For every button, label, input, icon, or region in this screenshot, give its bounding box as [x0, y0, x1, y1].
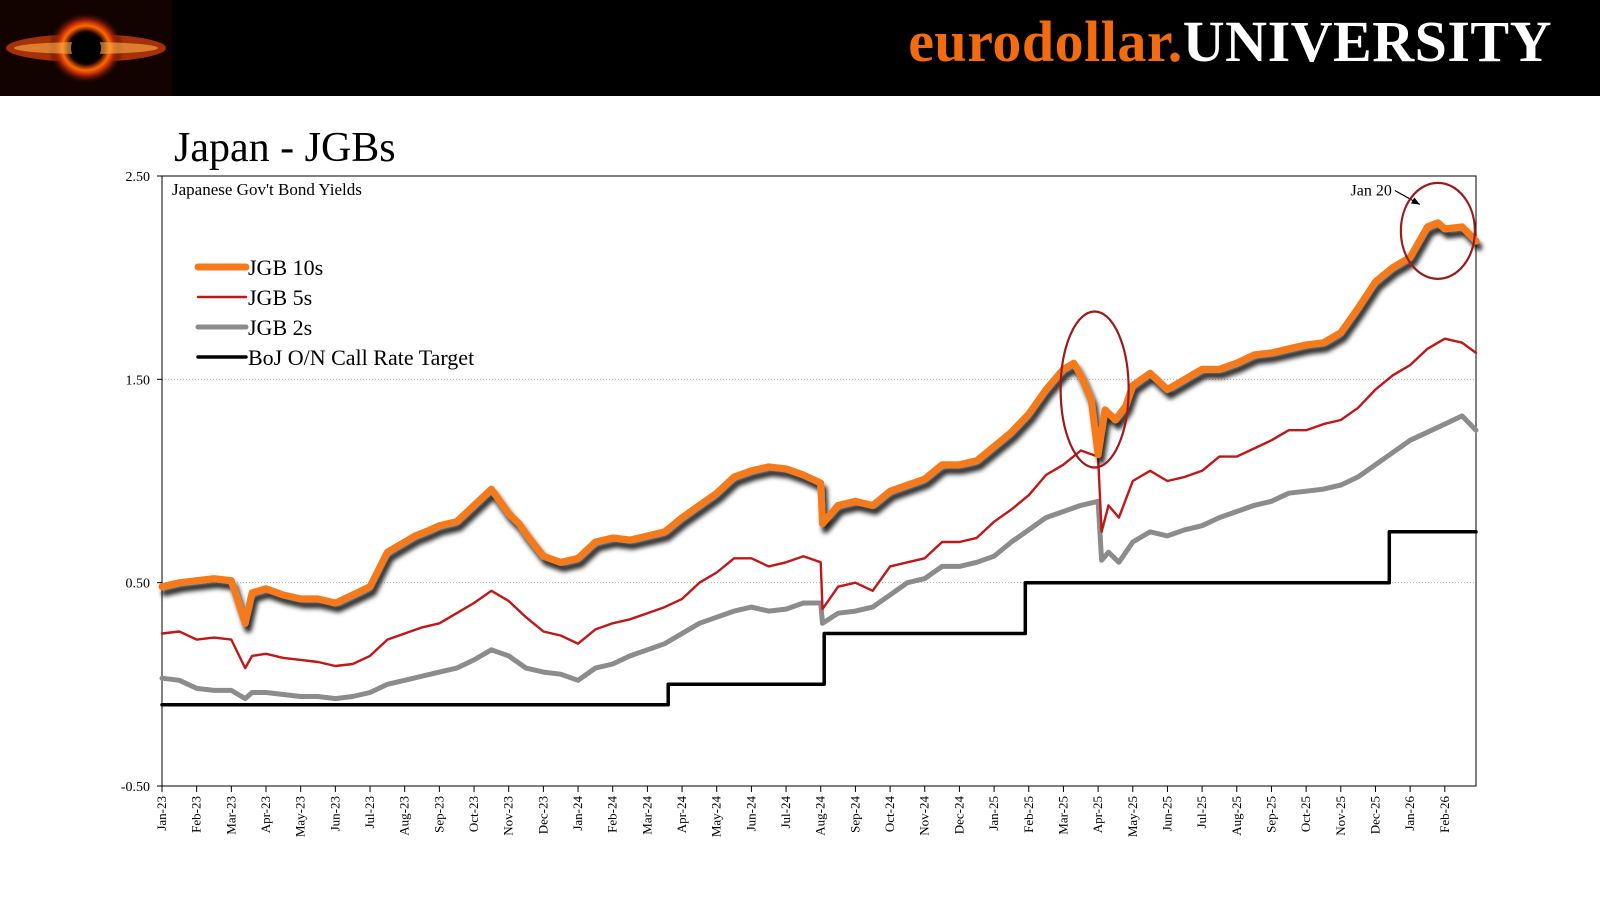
x-tick-label: Jul-23: [362, 796, 377, 829]
x-tick-label: Apr-23: [258, 796, 273, 833]
x-tick-label: Feb-25: [1021, 796, 1036, 833]
x-tick-label: Jan-26: [1402, 796, 1417, 831]
x-tick-label: Nov-25: [1333, 796, 1348, 836]
annotation-label: Jan 20: [1351, 183, 1392, 200]
plot-area-frame: [161, 175, 1477, 787]
legend-label: JGB 10s: [248, 255, 323, 280]
x-tick-label: Oct-25: [1298, 796, 1313, 832]
chart-title: Japanese Gov't Bond Yields: [172, 180, 362, 199]
x-tick-label: Jul-24: [778, 796, 793, 829]
brand-title: eurodollar.UNIVERSITY: [908, 8, 1552, 75]
header-bar: eurodollar.UNIVERSITY: [0, 0, 1600, 96]
x-tick-label: Sep-24: [847, 796, 862, 833]
black-hole-logo-icon: [0, 0, 172, 96]
x-tick-label: Dec-24: [951, 796, 966, 835]
y-tick-label: -0.50: [121, 780, 150, 795]
x-tick-label: Jan-25: [986, 796, 1001, 831]
annotation-ellipse: [1059, 310, 1130, 469]
legend-label: JGB 2s: [248, 315, 312, 340]
x-tick-label: Apr-25: [1090, 796, 1105, 833]
x-tick-label: Jun-24: [743, 796, 758, 832]
x-tick-label: Mar-23: [223, 796, 238, 835]
series-line-jgb-2s: [159, 413, 1479, 702]
x-tick-label: Feb-26: [1437, 796, 1452, 833]
annotation-arrowhead: [1410, 197, 1420, 205]
x-tick-label: Dec-23: [535, 796, 550, 834]
x-tick-label: Jun-23: [327, 796, 342, 831]
series-line-jgb-5s: [160, 337, 1478, 670]
slide-title: Japan - JGBs: [174, 125, 396, 171]
x-tick-label: Oct-24: [882, 796, 897, 833]
x-tick-label: Feb-23: [189, 796, 204, 833]
x-tick-label: Sep-23: [431, 796, 446, 833]
y-tick-label: 2.50: [126, 170, 151, 185]
x-tick-label: Jan-23: [154, 796, 169, 831]
x-tick-label: Jan-24: [570, 796, 585, 831]
x-tick-label: Aug-23: [397, 796, 412, 836]
x-tick-label: Apr-24: [674, 796, 689, 834]
x-tick-label: Dec-25: [1367, 796, 1382, 834]
x-tick-label: May-24: [709, 796, 724, 838]
series-line-boj-o-n-call-rate-target: [160, 530, 1478, 707]
y-tick-label: 1.50: [126, 373, 151, 388]
x-tick-label: Aug-25: [1229, 796, 1244, 836]
x-tick-label: May-23: [293, 796, 308, 837]
x-tick-label: Mar-25: [1055, 796, 1070, 835]
annotation-ellipse: [1399, 181, 1476, 280]
x-tick-label: Oct-23: [466, 796, 481, 832]
x-tick-label: Nov-24: [917, 796, 932, 836]
x-tick-label: Feb-24: [605, 796, 620, 833]
x-tick-label: Nov-23: [501, 796, 516, 836]
legend-label: JGB 5s: [248, 285, 312, 310]
y-tick-label: 0.50: [126, 577, 151, 592]
series-line-jgb-10s: [158, 219, 1480, 627]
legend-label: BoJ O/N Call Rate Target: [248, 345, 474, 370]
x-tick-label: Jul-25: [1194, 796, 1209, 829]
x-tick-label: Mar-24: [639, 796, 654, 835]
x-tick-label: Aug-24: [813, 796, 828, 836]
brand-part-eurodollar: eurodollar.: [908, 9, 1183, 74]
x-tick-label: Jun-25: [1159, 796, 1174, 831]
brand-part-university: UNIVERSITY: [1182, 9, 1552, 74]
x-tick-label: Sep-25: [1263, 796, 1278, 833]
x-tick-label: May-25: [1125, 796, 1140, 837]
